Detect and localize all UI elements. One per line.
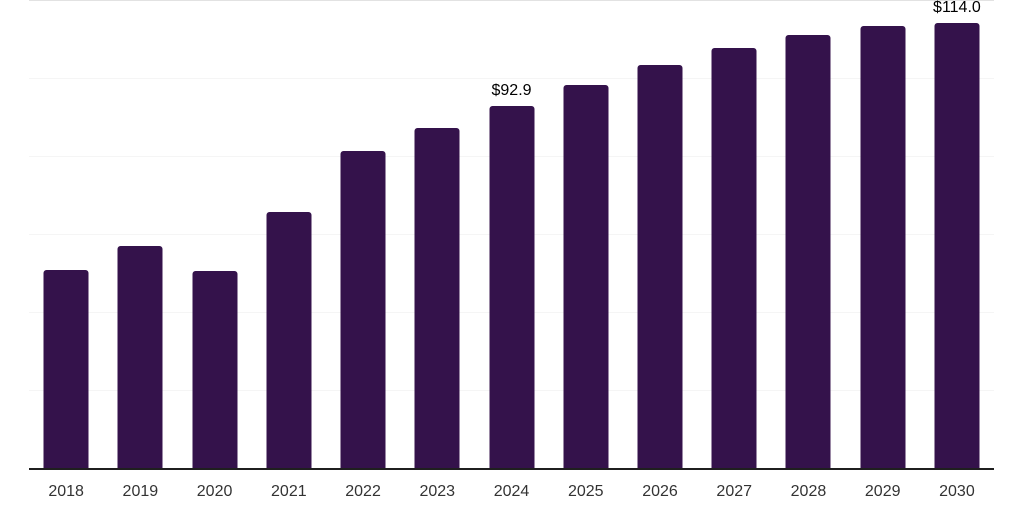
bar-slot-2023	[400, 0, 474, 468]
bar-slot-2018	[29, 0, 103, 468]
bar-2023[interactable]	[414, 127, 460, 468]
bar-2020[interactable]	[192, 270, 238, 468]
bar-2019[interactable]	[117, 246, 163, 468]
x-tick-2029: 2029	[864, 483, 901, 500]
x-tick-2025: 2025	[567, 483, 604, 500]
bar-slot-2025	[549, 0, 623, 468]
bar-slot-2024: $92.9	[474, 0, 548, 468]
x-tick-2024: 2024	[493, 483, 530, 500]
x-tick-2020: 2020	[196, 483, 233, 500]
bar-slot-2022	[326, 0, 400, 468]
bar-slot-2028	[771, 0, 845, 468]
bars-container: $92.9 $114.0	[29, 0, 994, 468]
bar-2026[interactable]	[637, 65, 683, 468]
x-tick-2019: 2019	[122, 483, 159, 500]
bar-2025[interactable]	[563, 84, 609, 468]
x-tick-2018: 2018	[48, 483, 84, 500]
x-tick-2021: 2021	[271, 483, 307, 500]
bar-2029[interactable]	[860, 26, 906, 468]
x-axis-labels: 2018 2019 2020 2021 2022 2023 2024 2025 2026 2027…	[29, 470, 994, 500]
bar-slot-2030: $114.0	[920, 0, 994, 468]
bar-2024[interactable]	[489, 105, 535, 468]
bar-2030[interactable]	[934, 23, 980, 468]
bar-slot-2029	[846, 0, 920, 468]
bar-slot-2027	[697, 0, 771, 468]
bar-slot-2020	[177, 0, 251, 468]
data-label-2030: $114.0	[933, 0, 981, 17]
gridline-100	[29, 78, 994, 79]
bar-2028[interactable]	[785, 34, 831, 468]
gridline-120	[29, 0, 994, 1]
x-tick-2023: 2023	[419, 483, 456, 500]
plot-area: $92.9 $114.0	[29, 0, 994, 470]
x-tick-2022: 2022	[345, 483, 381, 500]
bar-slot-2019	[103, 0, 177, 468]
bar-slot-2026	[623, 0, 697, 468]
bar-slot-2021	[252, 0, 326, 468]
data-label-2024: $92.9	[491, 81, 532, 99]
bar-2018[interactable]	[43, 269, 89, 468]
bar-2022[interactable]	[340, 151, 386, 468]
x-tick-2026: 2026	[642, 483, 678, 500]
x-tick-2028: 2028	[790, 483, 827, 500]
x-tick-2027: 2027	[716, 483, 753, 500]
bar-2027[interactable]	[711, 47, 757, 468]
x-tick-2030: 2030	[939, 483, 975, 500]
bar-2021[interactable]	[266, 211, 312, 468]
